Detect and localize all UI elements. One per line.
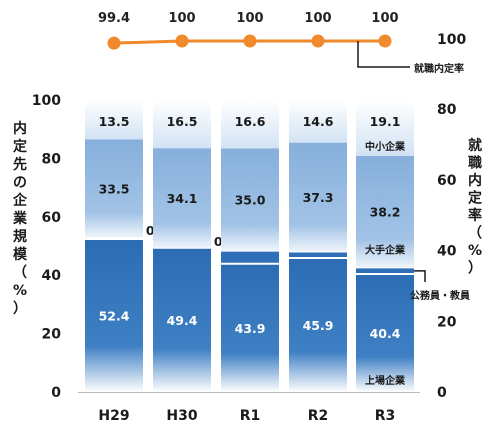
bar-segment xyxy=(221,100,279,149)
right-tick-label: 60 xyxy=(437,173,457,189)
bar-segment xyxy=(221,148,279,251)
bar-segment xyxy=(289,142,347,252)
rate-point xyxy=(378,34,392,48)
data-label: 33.5 xyxy=(99,181,130,196)
x-tick-label: R1 xyxy=(240,408,261,424)
left-tick-label: 80 xyxy=(42,151,62,167)
left-tick-label: 40 xyxy=(42,268,62,284)
data-label: 16.6 xyxy=(235,114,266,129)
series-label-public: 公務員・教員 xyxy=(410,289,470,302)
data-label: 16.5 xyxy=(167,114,198,129)
bar-segment xyxy=(289,257,347,392)
right-tick-label: 0 xyxy=(437,385,447,401)
rate-label: 100 xyxy=(236,11,263,26)
rate-point xyxy=(243,34,257,48)
rate-point xyxy=(311,34,325,48)
axis-title-char: （ xyxy=(468,226,482,242)
axis-title-char: 内 xyxy=(468,172,482,189)
data-label: 19.1 xyxy=(370,114,401,129)
right-tick-label-rate-100: 100 xyxy=(437,32,466,48)
x-axis: H29 H30 R1 R2 R3 xyxy=(98,408,395,424)
rate-label: 100 xyxy=(304,11,331,26)
axis-title-char: 率 xyxy=(468,207,482,224)
x-tick-label: H29 xyxy=(98,408,129,424)
bar-segment xyxy=(153,148,211,248)
rate-leader-line xyxy=(357,41,410,68)
axis-title-char: 先 xyxy=(13,156,27,173)
right-axis-title: 就職内定率 （% ） xyxy=(468,137,482,277)
rate-point xyxy=(107,36,121,50)
series-label-small: 中小企業 xyxy=(365,140,406,153)
data-label: 38.2 xyxy=(370,205,401,220)
right-tick-label: 40 xyxy=(437,244,457,260)
axis-title-char: 定 xyxy=(468,190,482,207)
bar-segment xyxy=(85,100,143,140)
bar-segment xyxy=(356,267,414,275)
axis-title-char: 企 xyxy=(12,192,28,209)
bar-segment xyxy=(221,263,279,392)
x-tick-label: R2 xyxy=(308,408,329,424)
left-tick-label: 100 xyxy=(32,93,61,109)
data-label: 14.6 xyxy=(303,114,334,129)
x-tick-label: H30 xyxy=(166,408,197,424)
rate-label: 100 xyxy=(371,11,398,26)
left-tick-label: 60 xyxy=(42,210,62,226)
bar-segment xyxy=(356,155,414,268)
left-tick-label: 20 xyxy=(42,327,62,343)
bar-segment xyxy=(85,238,143,392)
bar-segment xyxy=(221,250,279,264)
bar-segment xyxy=(356,100,414,156)
data-label: 40.4 xyxy=(370,326,401,341)
data-label: 45.9 xyxy=(303,318,334,333)
bar-segment xyxy=(85,139,143,238)
series-label-listed: 上場企業 xyxy=(365,374,406,387)
axis-title-char: 職 xyxy=(468,155,482,172)
axis-title-char: の xyxy=(13,175,27,191)
axis-title-char: 就 xyxy=(468,137,482,154)
rate-series-label: 就職内定率 xyxy=(414,62,464,75)
axis-title-char: ） xyxy=(13,301,27,317)
bar-segment xyxy=(289,100,347,143)
right-tick-label: 80 xyxy=(437,102,457,118)
x-tick-label: R3 xyxy=(375,408,396,424)
data-label: 37.3 xyxy=(303,190,334,205)
data-label: 43.9 xyxy=(235,321,266,336)
left-y-axis: 0 20 40 60 80 100 xyxy=(32,93,61,401)
axis-title-char: 定 xyxy=(13,138,27,155)
rate-label: 100 xyxy=(168,11,195,26)
right-y-axis: 0 20 40 60 80 100 xyxy=(437,32,466,401)
rate-line: 99.4 100 100 100 100 就職内定率 xyxy=(98,11,464,75)
rate-label: 99.4 xyxy=(98,11,130,26)
public-leader-line xyxy=(414,270,426,282)
bar-segment xyxy=(153,100,211,149)
bar-segment xyxy=(289,251,347,258)
axis-title-char: 規 xyxy=(13,229,27,245)
data-label: 49.4 xyxy=(167,313,198,328)
bar-segment xyxy=(356,274,414,392)
series-label-large: 大手企業 xyxy=(365,243,406,256)
axis-title-char: % xyxy=(468,243,482,259)
bars: 52.40.633.513.549.40.034.116.543.94.535.… xyxy=(78,100,420,393)
right-tick-label: 20 xyxy=(437,314,457,330)
axis-title-char: 業 xyxy=(12,210,28,227)
axis-title-char: ） xyxy=(468,261,482,277)
data-label: 13.5 xyxy=(99,114,130,129)
axis-title-char: 内 xyxy=(13,120,27,137)
data-label: 34.1 xyxy=(167,191,198,206)
axis-title-char: 模 xyxy=(13,246,28,263)
rate-point xyxy=(175,34,189,48)
left-tick-label: 0 xyxy=(51,385,61,401)
axis-title-char: （ xyxy=(13,265,27,281)
bar-segment xyxy=(153,247,211,392)
axis-title-char: % xyxy=(13,283,27,299)
data-label: 52.4 xyxy=(99,308,130,323)
data-label: 35.0 xyxy=(235,193,266,208)
